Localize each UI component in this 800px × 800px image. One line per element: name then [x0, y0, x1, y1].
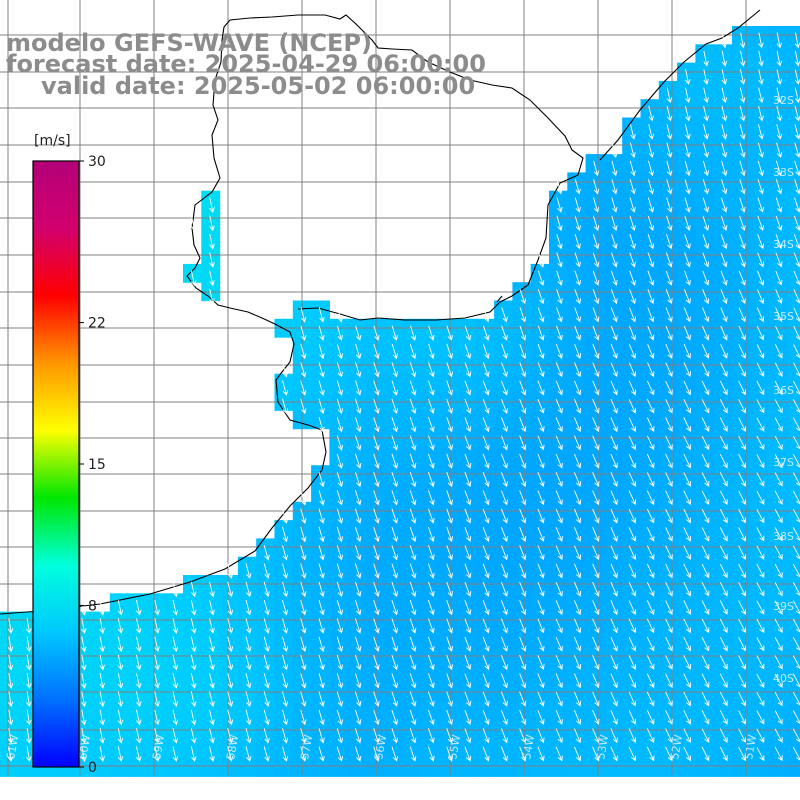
- longitude-label: 51W: [742, 734, 759, 761]
- longitude-label: 61W: [4, 734, 21, 761]
- latitude-label: 34S: [773, 238, 794, 251]
- latitude-label: 38S: [773, 530, 794, 543]
- colorbar-ticks: 30 22 15 8 0: [79, 154, 106, 776]
- longitude-label: 55W: [446, 734, 463, 761]
- longitude-label: 59W: [150, 734, 167, 761]
- model-title: modelo GEFS-WAVE (NCEP): [6, 29, 372, 57]
- longitude-label: 53W: [594, 734, 611, 761]
- latitude-label: 40S: [773, 672, 794, 685]
- latitude-label: 33S: [773, 166, 794, 179]
- latitude-label: 36S: [773, 384, 794, 397]
- valid-date: valid date: 2025-05-02 06:00:00: [41, 72, 476, 100]
- forecast-date: forecast date: 2025-04-29 06:00:00: [6, 50, 486, 78]
- longitude-labels: 61W 60W 59W 58W 57W 56W 55W 54W 53W 52W 51W: [4, 734, 759, 761]
- colorbar-tick-label: 0: [88, 760, 97, 776]
- latitude-labels: 32S 33S 34S 35S 36S 37S 38S 39S 40S: [773, 94, 794, 685]
- coastline: [0, 9, 761, 615]
- latitude-label: 37S: [773, 456, 794, 469]
- latitude-label: 39S: [773, 600, 794, 613]
- colorbar-tick-label: 30: [88, 154, 106, 170]
- longitude-label: 60W: [76, 734, 93, 761]
- wind-speed-field: [0, 26, 800, 777]
- latitude-label: 32S: [773, 94, 794, 107]
- longitude-label: 52W: [668, 734, 685, 761]
- colorbar-tick-label: 8: [88, 598, 97, 614]
- colorbar-tick-label: 15: [88, 457, 106, 473]
- colorbar: [32, 160, 80, 768]
- longitude-label: 57W: [298, 734, 315, 761]
- longitude-label: 58W: [224, 734, 241, 761]
- wind-arrows: [7, 32, 800, 763]
- colorbar-tick-label: 22: [88, 316, 106, 332]
- longitude-label: 54W: [520, 734, 537, 761]
- longitude-label: 56W: [372, 734, 389, 761]
- latitude-label: 35S: [773, 310, 794, 323]
- colorbar-unit: [m/s]: [34, 133, 71, 149]
